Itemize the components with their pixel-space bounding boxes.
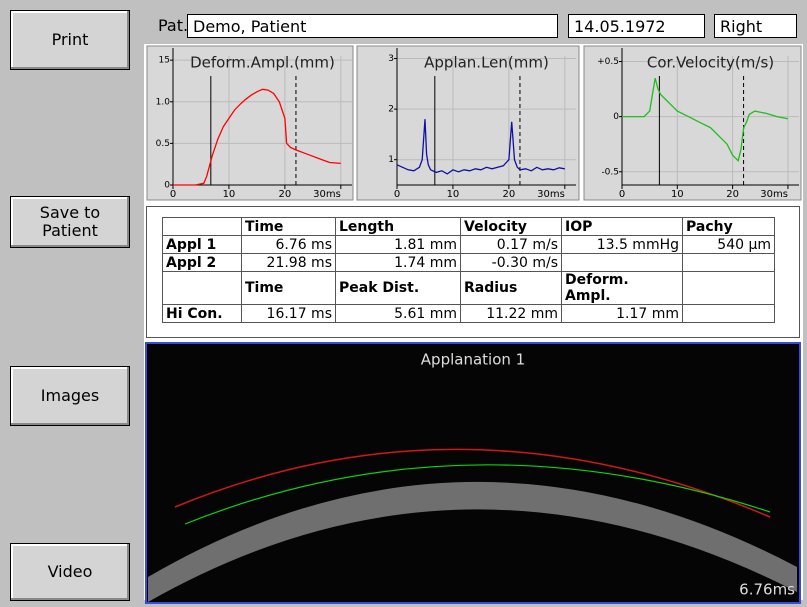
x-tick-label: 0 <box>394 189 400 200</box>
y-tick-label: 2 <box>388 105 394 115</box>
table-cell: 6.76 ms <box>242 236 336 254</box>
table-cell: 1.74 mm <box>336 254 461 272</box>
table-cell <box>683 272 775 305</box>
table-cell <box>163 218 242 236</box>
y-tick-label: 0.5 <box>156 139 170 149</box>
table-cell: Hi Con. <box>163 305 242 323</box>
image-time: 6.76ms <box>739 581 795 599</box>
table-cell: 5.61 mm <box>336 305 461 323</box>
y-tick-label: 1 <box>388 155 394 165</box>
y-tick-label: 1.0 <box>156 97 171 107</box>
table-cell: Time <box>242 272 336 305</box>
chart-title: Applan.Len(mm) <box>424 54 549 72</box>
image-title: Applanation 1 <box>421 351 525 369</box>
y-tick-label: 3 <box>388 54 394 64</box>
table-cell: Velocity <box>461 218 562 236</box>
camera-image: Applanation 1 6.76ms <box>145 342 801 604</box>
table-cell: 13.5 mmHg <box>562 236 683 254</box>
table-cell: -0.30 m/s <box>461 254 562 272</box>
table-cell <box>683 254 775 272</box>
table-cell: 21.98 ms <box>242 254 336 272</box>
table-cell: IOP <box>562 218 683 236</box>
table-cell <box>562 254 683 272</box>
table-cell: Time <box>242 218 336 236</box>
x-tick-label: 20 <box>503 189 516 200</box>
table-cell <box>163 272 242 305</box>
table-cell: Pachy <box>683 218 775 236</box>
y-tick-label: +0.5 <box>597 57 619 67</box>
x-tick-label: 20 <box>726 189 739 200</box>
table-cell: 16.17 ms <box>242 305 336 323</box>
table-cell <box>683 305 775 323</box>
y-tick-label: 0 <box>613 112 619 122</box>
table-cell: 1.81 mm <box>336 236 461 254</box>
table-cell: 11.22 mm <box>461 305 562 323</box>
x-tick-label: 30ms <box>760 189 788 200</box>
table-cell: Peak Dist. <box>336 272 461 305</box>
x-tick-label: 10 <box>447 189 460 200</box>
table-cell: 540 µm <box>683 236 775 254</box>
table-cell: Deform. Ampl. <box>562 272 683 305</box>
x-tick-label: 30ms <box>537 189 565 200</box>
chart-title: Deform.Ampl.(mm) <box>190 54 335 72</box>
image-frame <box>146 343 800 603</box>
chart-title: Cor.Velocity(m/s) <box>647 54 774 72</box>
x-tick-label: 30ms <box>313 189 341 200</box>
table-cell: Appl 1 <box>163 236 242 254</box>
page: Print Save toPatient Images Video Pat. D… <box>0 0 807 607</box>
x-tick-label: 10 <box>671 189 684 200</box>
table-cell: Appl 2 <box>163 254 242 272</box>
table-cell: 1.17 mm <box>562 305 683 323</box>
table-cell: Length <box>336 218 461 236</box>
x-tick-label: 0 <box>619 189 625 200</box>
x-tick-label: 10 <box>223 189 236 200</box>
table-cell: 0.17 m/s <box>461 236 562 254</box>
x-tick-label: 0 <box>170 189 176 200</box>
table-cell: Radius <box>461 272 562 305</box>
y-tick-label: -0.5 <box>601 167 619 177</box>
y-tick-label: 15 <box>159 56 170 66</box>
x-tick-label: 20 <box>279 189 292 200</box>
